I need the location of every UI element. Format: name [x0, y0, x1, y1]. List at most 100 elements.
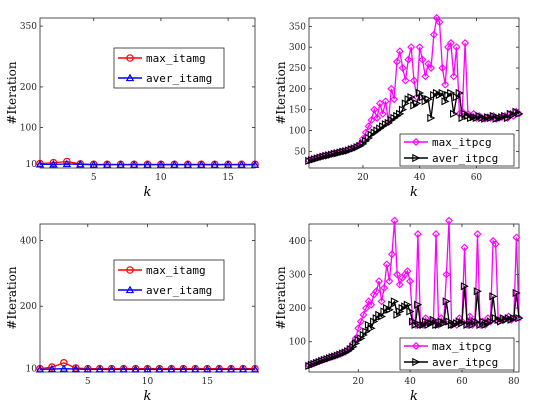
- legend-label: aver_itpcg: [432, 356, 498, 369]
- data-point: [441, 80, 450, 89]
- data-point: [452, 43, 461, 52]
- data-point: [129, 160, 139, 168]
- data-point: [438, 88, 447, 98]
- data-point: [375, 277, 383, 286]
- y-axis-label: #Iteration: [5, 61, 19, 124]
- x-tick-label: 80: [508, 377, 520, 387]
- data-point: [421, 317, 431, 326]
- data-point: [35, 159, 45, 168]
- y-tick-label: 200: [289, 85, 306, 95]
- data-point: [445, 216, 453, 225]
- data-point: [406, 307, 415, 316]
- data-point: [395, 47, 404, 56]
- data-point: [449, 72, 458, 81]
- data-point: [395, 307, 405, 316]
- data-point: [398, 64, 407, 72]
- data-point: [473, 230, 482, 239]
- data-point: [512, 233, 521, 242]
- legend-marker: [412, 153, 421, 163]
- data-point: [458, 319, 467, 328]
- x-axis-label: k: [144, 185, 152, 200]
- data-point: [429, 30, 438, 39]
- data-point: [226, 364, 236, 373]
- data-point: [377, 297, 386, 306]
- data-point: [346, 345, 355, 354]
- chart-panel-4: 20 40 60 80 100 200 300 400 k #Iteration max_itpcg…: [274, 216, 524, 404]
- data-point: [155, 364, 164, 373]
- data-point: [440, 319, 449, 328]
- x-tick-label: 60: [456, 377, 468, 387]
- data-point: [390, 216, 399, 225]
- x-axis-label: k: [144, 389, 152, 404]
- legend-marker: [412, 357, 421, 367]
- data-point: [393, 270, 402, 279]
- data-point: [478, 317, 488, 326]
- data-point: [344, 347, 353, 356]
- data-point: [446, 39, 455, 47]
- data-point: [237, 160, 246, 168]
- data-point: [497, 317, 506, 326]
- data-point: [382, 260, 391, 269]
- data-point: [401, 76, 410, 85]
- data-point: [381, 97, 390, 106]
- data-point: [214, 364, 224, 373]
- data-point: [455, 88, 464, 98]
- data-point: [403, 267, 412, 276]
- data-point: [354, 324, 363, 333]
- data-point: [170, 160, 179, 168]
- data-point: [392, 57, 401, 66]
- data-point: [413, 230, 422, 239]
- data-point: [250, 364, 260, 373]
- data-point: [486, 317, 495, 326]
- data-point: [489, 292, 498, 301]
- data-point: [408, 317, 418, 326]
- data-point: [418, 55, 427, 64]
- data-point: [460, 282, 469, 291]
- data-point: [468, 320, 477, 329]
- data-point: [407, 43, 416, 52]
- data-point: [387, 250, 396, 259]
- data-point: [63, 157, 71, 166]
- legend-marker: [125, 285, 135, 294]
- data-point: [367, 300, 376, 309]
- data-point: [380, 307, 389, 316]
- data-point: [357, 334, 366, 343]
- y-axis-label: #Iteration: [274, 61, 288, 124]
- series-aver-itpcg: [305, 88, 524, 166]
- y-axis-label: #Iteration: [5, 266, 19, 329]
- data-point: [388, 300, 397, 309]
- legend: max_itpcg aver_itpcg: [399, 133, 515, 167]
- data-point: [406, 277, 415, 286]
- data-point: [362, 327, 371, 336]
- x-tick-label: 40: [414, 173, 426, 183]
- legend-label: max_itamg: [146, 264, 206, 277]
- data-point: [424, 95, 433, 104]
- data-point: [203, 364, 212, 373]
- data-point: [421, 72, 430, 81]
- legend-label: max_itamg: [146, 52, 206, 65]
- y-tick-label: 300: [289, 270, 306, 280]
- legend-label: max_itpcg: [432, 136, 492, 149]
- series-line: [39, 362, 255, 370]
- data-point: [390, 297, 399, 306]
- data-point: [71, 364, 81, 373]
- data-point: [250, 160, 260, 168]
- legend-marker: [126, 54, 134, 62]
- data-point: [461, 39, 470, 47]
- y-tick-label: 200: [289, 304, 306, 314]
- data-point: [143, 364, 152, 373]
- data-point: [76, 159, 85, 168]
- data-point: [238, 364, 248, 373]
- data-point: [476, 320, 485, 329]
- data-point: [441, 97, 450, 106]
- data-point: [197, 160, 206, 168]
- y-tick-label: 150: [289, 106, 306, 116]
- data-point: [183, 160, 193, 168]
- data-point: [463, 320, 472, 329]
- data-point: [465, 317, 475, 326]
- data-point: [380, 283, 389, 292]
- data-point: [47, 364, 57, 373]
- data-point: [416, 320, 425, 329]
- y-tick-label: 10: [26, 160, 38, 170]
- data-point: [414, 300, 423, 309]
